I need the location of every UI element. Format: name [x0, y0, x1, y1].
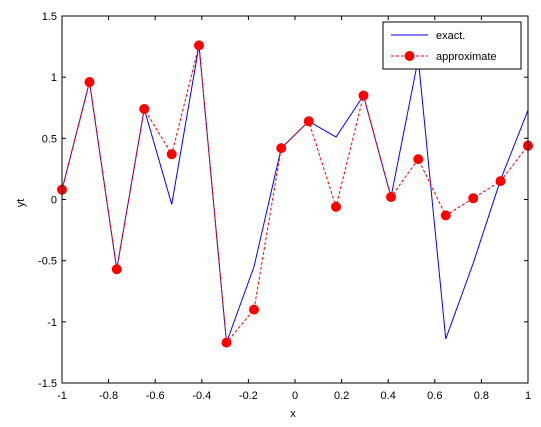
y-axis-label: yt: [15, 199, 27, 208]
x-tick-label: -1: [57, 390, 67, 402]
series-approximate-line: [61, 45, 529, 344]
legend-approximate-marker: [404, 51, 415, 61]
x-tick-label: -0.4: [192, 390, 211, 402]
legend-approximate-label: approximate: [436, 51, 497, 63]
series-approximate-point: [358, 90, 369, 101]
y-axis: -1.5 -1 -0.5 0 0.5 1 1.5: [38, 11, 528, 390]
x-tick-label: 0: [292, 390, 298, 402]
series-approximate-point: [166, 149, 177, 160]
x-tick-label: 0.2: [334, 390, 349, 402]
x-tick-label: -0.6: [146, 390, 165, 402]
series-approximate-point: [495, 176, 506, 187]
series-approximate-point: [139, 103, 150, 114]
y-tick-label: -0.5: [38, 256, 57, 268]
x-axis-label: x: [290, 408, 296, 420]
y-tick-label: 0.5: [42, 133, 57, 145]
series-approximate-point: [440, 210, 451, 221]
series-layer: [57, 40, 533, 348]
legend-exact-label: exact.: [436, 30, 465, 42]
x-tick-label: -0.2: [239, 390, 258, 402]
series-approximate-point: [386, 192, 396, 203]
series-approximate-point: [84, 77, 95, 88]
x-tick-label: -0.8: [99, 390, 118, 402]
x-tick-label: 0.8: [474, 390, 489, 402]
x-tick-label: 1: [525, 390, 531, 402]
plot-area: [62, 16, 528, 383]
series-approximate-point: [194, 40, 204, 51]
series-approximate-point: [276, 143, 287, 154]
series-approximate-point: [468, 193, 479, 204]
y-tick-label: 0: [51, 195, 57, 207]
y-tick-label: 1: [51, 72, 57, 84]
legend-box: [382, 21, 522, 70]
y-tick-label: -1: [47, 317, 57, 329]
series-approximate-point: [303, 116, 314, 127]
y-tick-label: 1.5: [42, 11, 57, 23]
series-approximate-point: [248, 304, 259, 315]
series-approximate-point: [413, 154, 424, 165]
legend: exact. approximate: [382, 21, 522, 70]
x-axis: -1 -0.8 -0.6 -0.4 -0.2 0 0.2 0.4 0.6 0.8 1: [57, 16, 531, 402]
series-approximate-point: [111, 264, 122, 275]
x-tick-label: 0.4: [381, 390, 396, 402]
series-approximate-point: [221, 337, 232, 348]
series-approximate-point: [331, 201, 342, 212]
y-tick-label: -1.5: [38, 378, 57, 390]
x-tick-label: 0.6: [427, 390, 442, 402]
